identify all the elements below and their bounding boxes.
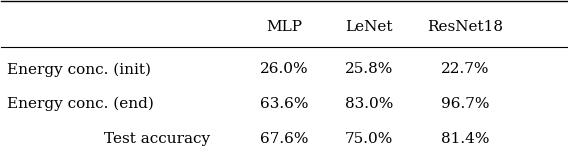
- Text: 22.7%: 22.7%: [441, 62, 489, 76]
- Text: 81.4%: 81.4%: [441, 132, 489, 146]
- Text: Test accuracy: Test accuracy: [105, 132, 211, 146]
- Text: 67.6%: 67.6%: [260, 132, 308, 146]
- Text: 83.0%: 83.0%: [345, 97, 393, 111]
- Text: Energy conc. (init): Energy conc. (init): [7, 62, 151, 77]
- Text: MLP: MLP: [266, 20, 302, 34]
- Text: LeNet: LeNet: [345, 20, 392, 34]
- Text: 26.0%: 26.0%: [260, 62, 308, 76]
- Text: ResNet18: ResNet18: [427, 20, 503, 34]
- Text: 63.6%: 63.6%: [260, 97, 308, 111]
- Text: 96.7%: 96.7%: [441, 97, 489, 111]
- Text: 25.8%: 25.8%: [345, 62, 393, 76]
- Text: 75.0%: 75.0%: [345, 132, 393, 146]
- Text: Energy conc. (end): Energy conc. (end): [7, 97, 154, 111]
